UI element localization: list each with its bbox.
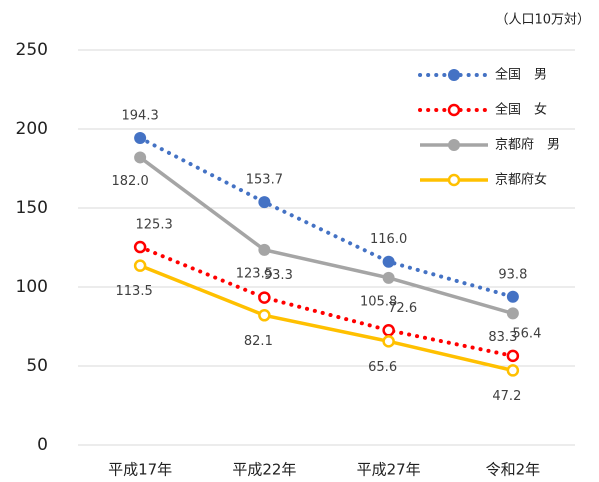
data-label: 47.2 xyxy=(492,389,521,404)
x-tick-label: 平成22年 xyxy=(232,461,296,479)
data-label: 182.0 xyxy=(112,174,149,189)
data-label: 123.5 xyxy=(236,266,273,281)
series-line xyxy=(138,136,515,299)
data-point xyxy=(382,335,395,348)
data-point xyxy=(258,291,271,304)
x-tick-label: 令和2年 xyxy=(486,461,541,479)
legend-marker xyxy=(447,103,461,117)
data-label: 82.1 xyxy=(244,334,273,349)
data-point xyxy=(382,255,395,268)
data-point xyxy=(506,349,520,363)
data-point xyxy=(134,151,147,164)
data-label: 194.3 xyxy=(122,109,159,124)
data-label: 116.0 xyxy=(370,232,407,247)
legend-label: 京都府 男 xyxy=(495,138,560,153)
unit-label: （人口10万対） xyxy=(495,13,590,28)
data-point xyxy=(382,271,395,284)
data-point xyxy=(382,324,395,337)
legend-label: 全国 女 xyxy=(495,102,547,118)
data-label: 56.4 xyxy=(512,326,541,341)
legend-label: 全国 男 xyxy=(495,67,547,83)
data-label: 93.8 xyxy=(498,267,527,282)
data-point xyxy=(258,309,271,322)
y-tick-label: 250 xyxy=(16,40,48,60)
data-label: 153.7 xyxy=(246,173,283,188)
y-tick-label: 100 xyxy=(16,277,48,297)
series-line xyxy=(139,264,514,373)
data-label: 93.3 xyxy=(264,268,293,283)
data-label: 125.3 xyxy=(136,218,173,233)
series-line xyxy=(139,156,514,316)
data-label: 72.6 xyxy=(388,301,417,316)
legend-label: 京都府女 xyxy=(495,172,547,188)
x-tick-label: 平成17年 xyxy=(108,461,172,479)
legend-marker xyxy=(448,69,460,81)
data-point xyxy=(506,364,520,377)
y-tick-label: 150 xyxy=(16,198,48,218)
legend-marker xyxy=(448,139,460,151)
y-tick-label: 50 xyxy=(26,356,48,376)
data-point xyxy=(133,259,147,272)
y-tick-label: 0 xyxy=(37,435,48,455)
x-tick-label: 平成27年 xyxy=(357,461,421,479)
data-label: 113.5 xyxy=(116,284,153,299)
data-point xyxy=(258,243,271,256)
legend-marker xyxy=(447,173,461,187)
data-point xyxy=(506,307,519,320)
data-point xyxy=(133,240,147,254)
data-label: 65.6 xyxy=(368,360,397,375)
data-point xyxy=(258,196,271,209)
data-label: 105.8 xyxy=(360,294,397,309)
data-label: 83.3 xyxy=(488,330,517,345)
series-line xyxy=(138,245,515,358)
y-tick-label: 200 xyxy=(16,119,48,139)
data-point xyxy=(134,132,147,145)
data-point xyxy=(506,290,519,303)
